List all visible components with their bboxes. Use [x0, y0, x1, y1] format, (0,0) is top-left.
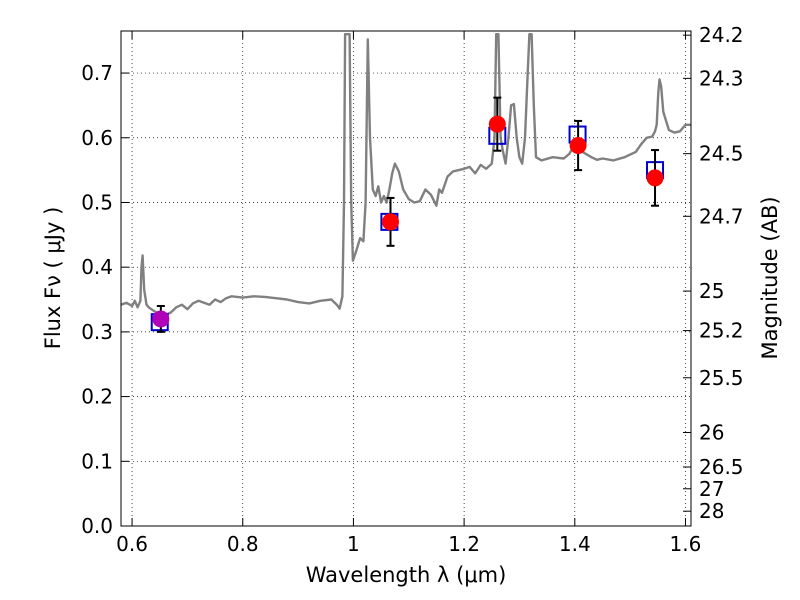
magnitude-tick-label: 24.3	[699, 66, 744, 90]
y-axis-title: Flux Fν ( μJy )	[41, 207, 65, 350]
observed-point	[646, 169, 664, 187]
magnitude-tick-label: 26	[699, 420, 724, 444]
magnitude-tick-label: 28	[699, 499, 724, 523]
y-axis-ticks: 0.0 0.1 0.2 0.3 0.4 0.5 0.6 0.7	[81, 61, 129, 538]
y-tick-label: 0.4	[81, 255, 113, 279]
observed-point	[488, 115, 506, 133]
magnitude-axis-title: Magnitude (AB)	[758, 196, 782, 359]
y-tick-label: 0.1	[81, 449, 113, 473]
y-tick-label: 0.6	[81, 126, 113, 150]
observed-point	[152, 310, 170, 328]
magnitude-tick-label: 27	[699, 477, 724, 501]
x-tick-label: 1.2	[448, 532, 480, 556]
plot-frame	[120, 30, 692, 527]
magnitude-tick-label: 24.7	[699, 204, 744, 228]
magnitude-tick-label: 26.5	[699, 455, 744, 479]
plot-area	[121, 33, 691, 333]
magnitude-tick-label: 25.2	[699, 319, 744, 343]
y-tick-label: 0.3	[81, 320, 113, 344]
x-axis-title: Wavelength λ (μm)	[306, 563, 507, 587]
observed-point	[569, 137, 587, 155]
model-spectrum-line	[121, 33, 691, 317]
observed-point	[382, 213, 400, 231]
plot-background	[121, 31, 691, 526]
y-tick-label: 0.7	[81, 61, 113, 85]
x-tick-label: 1.4	[559, 532, 591, 556]
x-tick-label: 1	[347, 532, 360, 556]
magnitude-tick-label: 24.2	[699, 23, 744, 47]
magnitude-tick-label: 25	[699, 279, 724, 303]
magnitude-tick-label: 24.5	[699, 142, 744, 166]
magnitude-tick-label: 25.5	[699, 366, 744, 390]
y-tick-label: 0.5	[81, 190, 113, 214]
x-tick-label: 1.6	[670, 532, 702, 556]
y-tick-label: 0.2	[81, 385, 113, 409]
x-tick-label: 0.6	[116, 532, 148, 556]
observed-photometry-points	[152, 115, 664, 328]
x-tick-label: 0.8	[227, 532, 259, 556]
y-tick-label: 0.0	[81, 514, 113, 538]
x-axis-ticks: 0.6 0.8 1 1.2 1.4 1.6	[116, 31, 701, 556]
